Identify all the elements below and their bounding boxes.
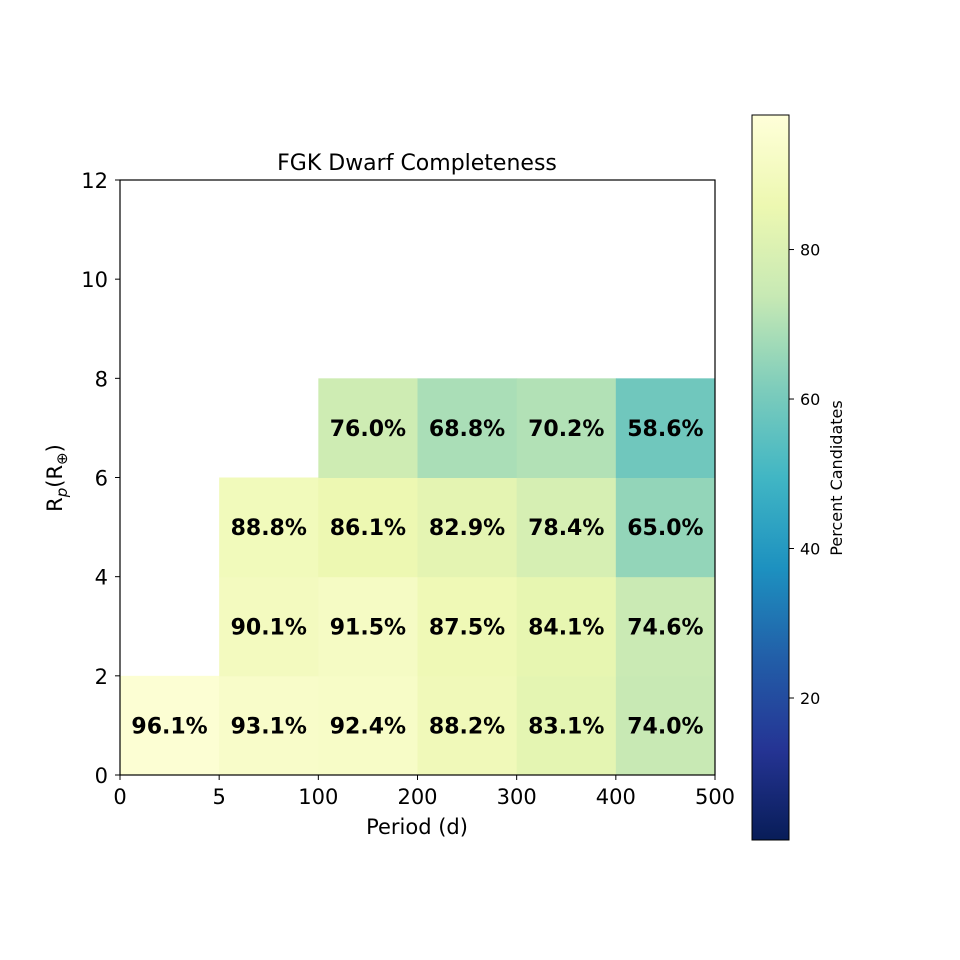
heatmap-cell [516,576,617,677]
y-tick-label: 6 [95,467,108,491]
cell-value-label: 90.1% [231,615,307,640]
cell-value-label: 92.4% [330,714,406,739]
cell-value-label: 58.6% [627,417,703,442]
chart-title: FGK Dwarf Completeness [277,151,557,176]
y-axis-label: Rp(R⊕) [43,444,71,512]
heatmap-cell [219,477,319,578]
x-tick-label: 300 [497,785,537,809]
heatmap-cell [318,675,418,776]
heatmap-cell [417,675,518,776]
cell-value-label: 88.2% [429,714,505,739]
heatmap-cell-labels: 96.1% 93.1% 92.4% 88.2% 83.1% 74.0% 90.1% 91.5%… [131,417,703,740]
heatmap-cell [615,576,716,677]
heatmap-cell [318,378,418,478]
cell-value-label: 88.8% [231,516,307,541]
colorbar-label: Percent Candidates [827,400,846,555]
cell-value-label: 83.1% [528,714,604,739]
y-tick-label: 12 [81,169,108,193]
cell-value-label: 91.5% [330,615,406,640]
colorbar-tick-label: 40 [800,540,820,559]
heatmap-cell [615,675,716,776]
heatmap-cell [318,576,418,677]
x-tick-label: 100 [298,785,338,809]
y-tick-label: 10 [81,268,108,292]
y-tick-label: 8 [95,367,108,391]
cell-value-label: 84.1% [528,615,604,640]
cell-value-label: 68.8% [429,417,505,442]
heatmap-cell [417,576,518,677]
y-tick-label: 2 [95,665,108,689]
cell-value-label: 70.2% [528,417,604,442]
heatmap-cell [615,378,716,478]
x-tick-label: 0 [113,785,126,809]
heatmap-cell [417,477,518,578]
heatmap-cell [120,675,220,776]
colorbar-tick-label: 80 [800,241,820,260]
x-tick-label: 200 [397,785,437,809]
heatmap-cell [516,378,617,478]
x-axis-label: Period (d) [366,815,468,839]
cell-value-label: 76.0% [330,417,406,442]
heatmap-cell [516,675,617,776]
heatmap-cell [417,378,518,478]
cell-value-label: 65.0% [627,516,703,541]
heatmap-cell [615,477,716,578]
cell-value-label: 86.1% [330,516,406,541]
heatmap-cell [318,477,418,578]
cell-value-label: 87.5% [429,615,505,640]
colorbar-tick-label: 20 [800,689,820,708]
cell-value-label: 96.1% [131,714,207,739]
heatmap-cell [219,576,319,677]
heatmap-cell [219,675,319,776]
colorbar-ticks: 20 40 60 80 [789,241,820,708]
cell-value-label: 82.9% [429,516,505,541]
x-tick-label: 500 [695,785,735,809]
y-axis-ticks: 0 2 4 6 8 10 12 [81,169,120,788]
y-tick-label: 4 [95,566,108,590]
colorbar [751,114,790,841]
cell-value-label: 74.6% [627,615,703,640]
y-tick-label: 0 [95,764,108,788]
cell-value-label: 74.0% [627,714,703,739]
heatmap-cell [516,477,617,578]
x-tick-label: 400 [596,785,636,809]
cell-value-label: 78.4% [528,516,604,541]
x-axis-ticks: 0 5 100 200 300 400 500 [113,775,735,809]
cell-value-label: 93.1% [231,714,307,739]
heatmap-cells [120,378,716,776]
colorbar-tick-label: 60 [800,390,820,409]
x-tick-label: 5 [212,785,225,809]
